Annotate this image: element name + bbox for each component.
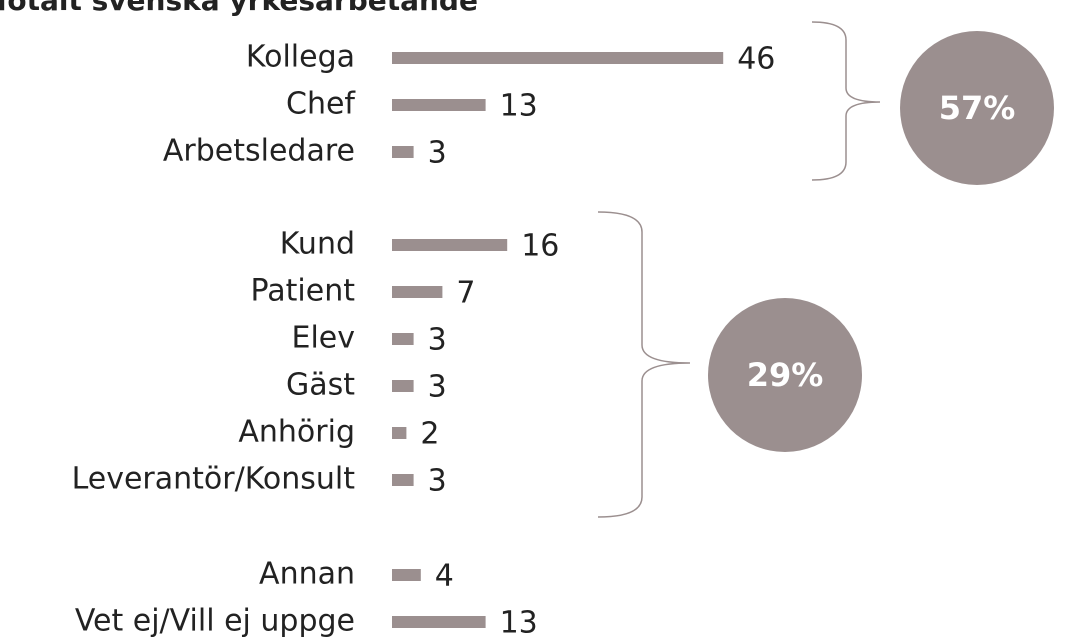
value-label: 3 <box>428 370 447 405</box>
category-label: Leverantör/Konsult <box>72 462 356 497</box>
bracket <box>597 211 691 518</box>
bar <box>392 427 407 439</box>
category-label: Kollega <box>246 40 355 75</box>
bar <box>392 333 414 345</box>
value-label: 16 <box>521 229 559 264</box>
value-label: 3 <box>428 323 447 358</box>
bar <box>392 569 421 581</box>
value-label: 13 <box>500 606 538 641</box>
category-label: Elev <box>291 321 355 356</box>
category-label: Arbetsledare <box>163 134 355 169</box>
bar <box>392 146 414 158</box>
category-label: Kund <box>280 227 355 262</box>
chart-title: Totalt svenska yrkesarbetande <box>0 0 478 17</box>
value-label: 46 <box>737 42 775 77</box>
category-label: Chef <box>286 87 356 122</box>
value-label: 4 <box>435 559 454 594</box>
category-label: Vet ej/Vill ej uppge <box>75 604 355 639</box>
bar <box>392 474 414 486</box>
bar <box>392 99 486 111</box>
group-share: 57% <box>939 89 1016 127</box>
category-label: Anhörig <box>238 415 355 450</box>
group-circle <box>708 298 862 452</box>
value-label: 7 <box>456 276 475 311</box>
bar <box>392 286 443 298</box>
bar <box>392 52 724 64</box>
category-label: Patient <box>251 274 356 309</box>
category-label: Annan <box>259 557 355 592</box>
bracket <box>811 21 881 181</box>
value-label: 3 <box>428 136 447 171</box>
group-circle <box>900 31 1054 185</box>
bar <box>392 616 486 628</box>
group-share: 29% <box>747 356 824 394</box>
value-label: 2 <box>420 417 439 452</box>
value-label: 13 <box>500 89 538 124</box>
bar <box>392 380 414 392</box>
category-label: Gäst <box>286 368 355 403</box>
value-label: 3 <box>428 464 447 499</box>
bar <box>392 239 508 251</box>
